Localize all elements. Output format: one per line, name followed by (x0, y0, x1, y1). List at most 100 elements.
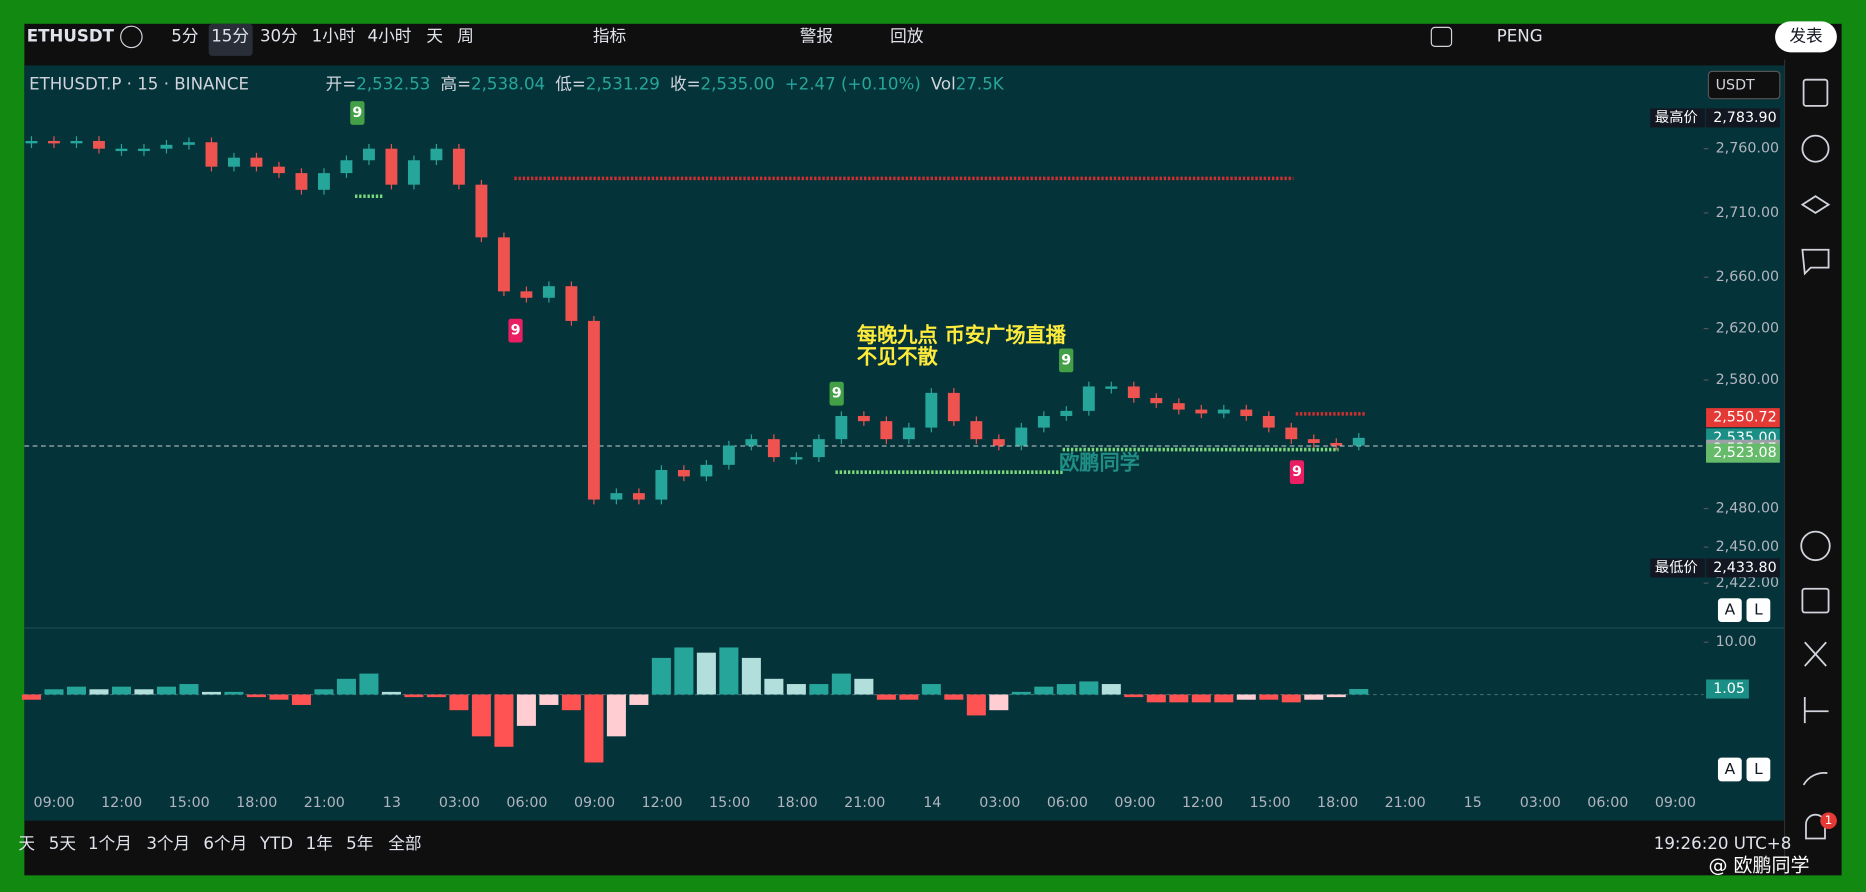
x-tick-label: 18:00 (777, 795, 818, 811)
center-watermark: 欧鹏同学 (1059, 450, 1140, 474)
indicators[interactable]: 指标 (593, 26, 626, 45)
currency[interactable]: USDT (1716, 78, 1755, 94)
interval[interactable]: 天 (426, 26, 443, 45)
histogram-bar (179, 684, 199, 695)
chart-area (24, 65, 1785, 821)
layout-icon[interactable] (1430, 26, 1453, 47)
x-tick-label: 12:00 (1182, 795, 1223, 811)
range-button[interactable]: 6个月 (203, 834, 247, 853)
candle (295, 173, 308, 190)
x-tick-label: 13 (383, 795, 401, 811)
candle (1285, 427, 1298, 440)
td-marker-label: 9 (352, 105, 362, 121)
histogram-bar (21, 694, 41, 700)
td-marker-label: 9 (832, 386, 842, 402)
histogram-bar (1079, 681, 1099, 695)
histogram-bar (111, 686, 131, 695)
y-tick-label: 2,422.00 (1716, 575, 1780, 591)
histogram-bar (921, 684, 941, 695)
scale-button-label[interactable]: L (1754, 601, 1763, 619)
range-button[interactable]: 5年 (346, 834, 373, 853)
y-tick-label: 2,480.00 (1716, 501, 1780, 517)
alert[interactable]: 警报 (800, 26, 834, 45)
histogram-bar (291, 694, 311, 705)
range-button[interactable]: 3个月 (146, 834, 190, 853)
candle (475, 184, 488, 238)
candle (138, 148, 150, 152)
scale-button[interactable] (1717, 598, 1742, 623)
active-interval (208, 23, 253, 56)
price-label-text: 2,523.08 (1713, 445, 1777, 461)
range-button[interactable]: 全部 (388, 834, 421, 853)
histogram-bar (966, 694, 986, 716)
low: 2,531.29 (586, 74, 660, 93)
candle (48, 140, 60, 144)
histogram-bar (696, 652, 716, 695)
add-icon[interactable] (120, 25, 143, 49)
scale-button-label[interactable]: A (1725, 601, 1736, 619)
range-button[interactable]: YTD (259, 834, 293, 853)
macd-current-text: 1.05 (1713, 681, 1745, 697)
histogram-bar (404, 694, 424, 698)
watermark: @ 欧鹏同学 (1708, 854, 1809, 876)
histogram-bar (314, 689, 334, 695)
scale-button-label[interactable]: L (1754, 760, 1763, 778)
interval[interactable]: 周 (457, 26, 474, 45)
histogram-bar (786, 684, 806, 695)
interval[interactable]: 1小时 (312, 26, 356, 45)
range-button[interactable]: 5天 (49, 834, 77, 853)
histogram-bar (876, 694, 896, 700)
histogram-bar (336, 678, 356, 695)
price-label (1706, 108, 1780, 128)
histogram-bar (1349, 689, 1369, 695)
histogram-bar (719, 647, 739, 695)
scale-button-label[interactable]: A (1725, 760, 1736, 778)
currency-select[interactable] (1707, 70, 1781, 100)
histogram-bar (1236, 694, 1256, 700)
candle (1037, 416, 1050, 428)
candle (1240, 409, 1253, 417)
range-button[interactable]: 1个月 (88, 834, 132, 853)
candle (947, 392, 960, 422)
x-tick-label: 18:00 (236, 795, 277, 811)
x-tick-label: 03:00 (979, 795, 1020, 811)
y-tick-label: 2,660.00 (1716, 269, 1780, 285)
interval[interactable]: 4小时 (368, 26, 412, 45)
candle (677, 469, 690, 477)
candle (565, 286, 578, 321)
candle (250, 157, 263, 167)
replay[interactable]: 回放 (890, 26, 924, 45)
scale-button[interactable] (1746, 598, 1771, 623)
histogram-bar (944, 694, 964, 700)
candle (497, 237, 510, 292)
x-tick-label: 06:00 (1587, 795, 1628, 811)
publish-button[interactable] (1775, 21, 1837, 53)
y-tick-label: 2,580.00 (1716, 372, 1780, 388)
scale-button[interactable] (1717, 757, 1742, 782)
candle (610, 493, 623, 500)
histogram-bar (1214, 694, 1234, 703)
range-button[interactable]: 1年 (306, 834, 333, 853)
candle (385, 148, 398, 185)
annotation: 每晚九点 币安广场直播 (857, 323, 1067, 347)
histogram-bar (156, 686, 176, 695)
candle (452, 148, 465, 185)
histogram-bar (1326, 694, 1346, 698)
td-marker (350, 101, 365, 125)
scale-button[interactable] (1746, 757, 1771, 782)
candle (25, 140, 38, 144)
interval[interactable]: 15分 (211, 26, 249, 45)
interval[interactable]: 30分 (260, 26, 298, 45)
candle (857, 416, 870, 422)
symbol[interactable]: ETHUSDT (27, 26, 115, 45)
range-button[interactable]: 天 (18, 834, 35, 853)
publish-label[interactable]: 发表 (1789, 26, 1823, 45)
candle (273, 166, 285, 174)
histogram-bar (1259, 694, 1279, 700)
price-label-text: 2,783.90 (1713, 110, 1777, 126)
histogram-bar (224, 691, 244, 695)
interval[interactable]: 5分 (171, 26, 198, 45)
high-label: 高= (440, 74, 471, 93)
user[interactable]: PENG (1497, 26, 1543, 45)
